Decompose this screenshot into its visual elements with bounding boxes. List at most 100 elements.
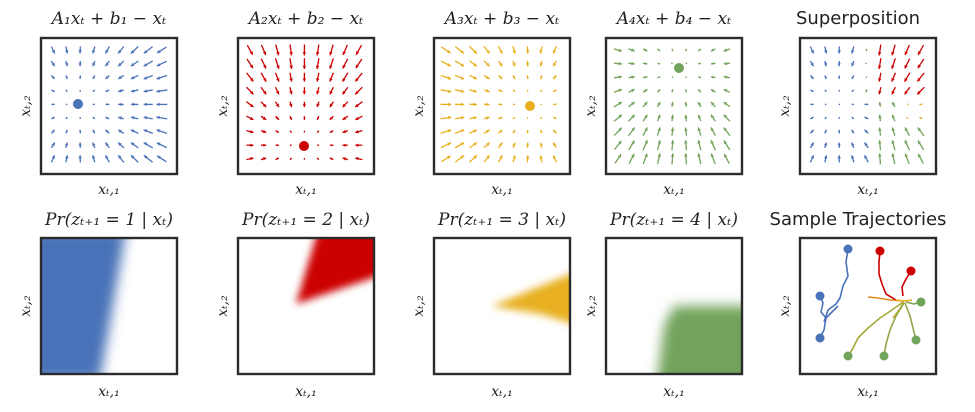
field-arrow-head [837,142,841,146]
field-arrow-head [143,50,148,54]
field-arrow-head [864,155,868,159]
field-arrow-head [499,75,503,80]
plot-frame [432,36,572,176]
field-arrow-head [631,114,635,119]
panel-field-1: A₁xₜ + b₁ − xₜ xₜ,₁ xₜ,₂ [18,9,179,198]
field-arrow-head [671,76,673,78]
field-arrow-head [904,140,908,144]
field-arrow-head [685,49,687,52]
field-arrow-head [460,63,465,67]
field-arrow-head [553,129,556,133]
x-axis-label: xₜ,₁ [857,384,878,400]
field-arrow-head [618,48,622,52]
field-arrow-head [671,89,674,92]
field-arrow-head [92,117,95,119]
field-arrow-head [710,140,714,144]
field-arrow-head [79,129,82,132]
field-arrow-head [329,144,332,147]
field-arrow-head [710,89,715,93]
field-arrow-head [263,64,267,69]
field-arrow-head [724,153,728,158]
field-arrow-head [891,51,895,56]
field-arrow-head [105,142,109,147]
field-arrow-head [302,65,307,69]
plot-frame [39,36,179,176]
field-arrow-head [118,89,122,93]
panel-prob-4: Pr(zₜ₊₁ = 4 | xₜ) xₜ,₁ xₜ,₂ [583,210,744,400]
field-arrow-head [539,50,543,54]
field-arrow-head [447,63,451,67]
field-arrow-head [143,115,148,120]
field-arrow-head [473,155,477,159]
field-arrow-head [51,129,55,133]
field-arrow-head [143,63,148,67]
field-arrow-head [460,76,465,80]
field-arrow-head [499,129,503,133]
field-arrow-head [837,155,841,159]
field-arrow [685,62,688,65]
field-arrow-head [289,103,293,108]
field-arrow-head [877,52,882,56]
field-arrow-head [525,50,530,54]
field-arrow-head [919,103,921,106]
field-arrow-head [631,75,635,79]
field-arrow-head [250,90,254,95]
field-arrow-head [302,91,307,95]
field-arrow-head [823,50,828,54]
field-arrow-head [78,50,82,54]
field-arrow-head [539,142,543,146]
field-arrow-head [539,62,543,67]
fixed-point-blue [73,99,83,109]
field-arrow-head [917,77,921,82]
field-arrow-head [446,49,451,54]
field-arrow [865,62,867,65]
field-arrow-head [823,155,828,159]
field-arrow-head [710,127,715,132]
field-arrow-head [643,102,648,106]
field-arrow-head [838,76,841,79]
field-arrow-head [315,52,320,56]
field-arrow-head [329,103,334,108]
panel-prob-2: Pr(zₜ₊₁ = 2 | xₜ) xₜ,₁ xₜ,₂ [215,210,376,400]
panel-field-2: A₂xₜ + b₂ − xₜ xₜ,₁ xₜ,₂ [215,9,376,198]
field-arrow-head [105,75,109,79]
field-arrow-head [811,117,814,120]
field-arrow-head [917,127,922,132]
field-arrow-head [263,143,267,147]
field-arrow-head [473,102,477,107]
vector-field-blue [50,46,168,163]
field-arrow-head [919,117,922,119]
field-arrow-head [342,103,347,108]
panel-trajectories: Sample Trajectories [770,209,947,400]
field-arrow-head [105,103,108,106]
field-arrow-head [342,64,346,69]
panel-title: A₁xₜ + b₁ − xₜ [50,9,167,29]
field-arrow-head [810,49,814,54]
field-arrow-head [51,142,55,147]
field-arrow-head [657,102,661,106]
field-arrow-head [512,50,516,54]
field-arrow-head [486,155,490,159]
field-arrow-head [130,129,135,133]
field-arrow-head [697,153,701,157]
field-arrow-head [657,140,662,144]
field-arrow-head [315,65,320,69]
field-arrow-head [130,50,135,54]
field-arrow-head [865,76,867,78]
field-arrow-head [289,90,293,95]
field-arrow-head [540,90,542,92]
field-arrow-head [317,157,319,160]
field-arrow-head [553,89,556,92]
field-arrow-head [878,127,882,131]
field-arrow-head [448,102,452,107]
field-arrow-head [498,142,503,147]
field-arrow-head [918,51,922,55]
field-arrow-head [486,142,490,147]
field-arrow-head [670,153,675,157]
field-arrow-head [526,142,530,146]
field-arrow-head [92,129,95,133]
field-arrow-head [275,103,279,108]
field-arrow-head [851,103,853,106]
field-arrow-head [447,155,451,160]
